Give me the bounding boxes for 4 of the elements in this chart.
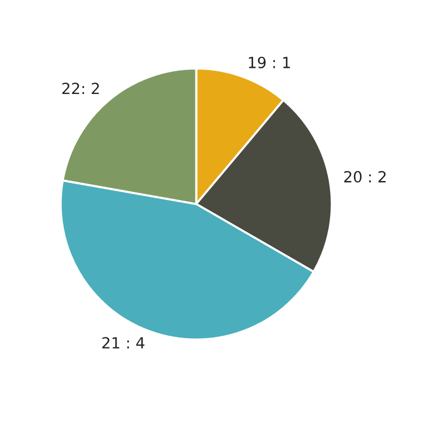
slice-label: 21 : 4 [102, 337, 144, 348]
slice-label: 22: 2 [62, 82, 99, 94]
slice-label: 20 : 2 [344, 170, 386, 183]
slice-label: 19 : 1 [248, 56, 290, 68]
